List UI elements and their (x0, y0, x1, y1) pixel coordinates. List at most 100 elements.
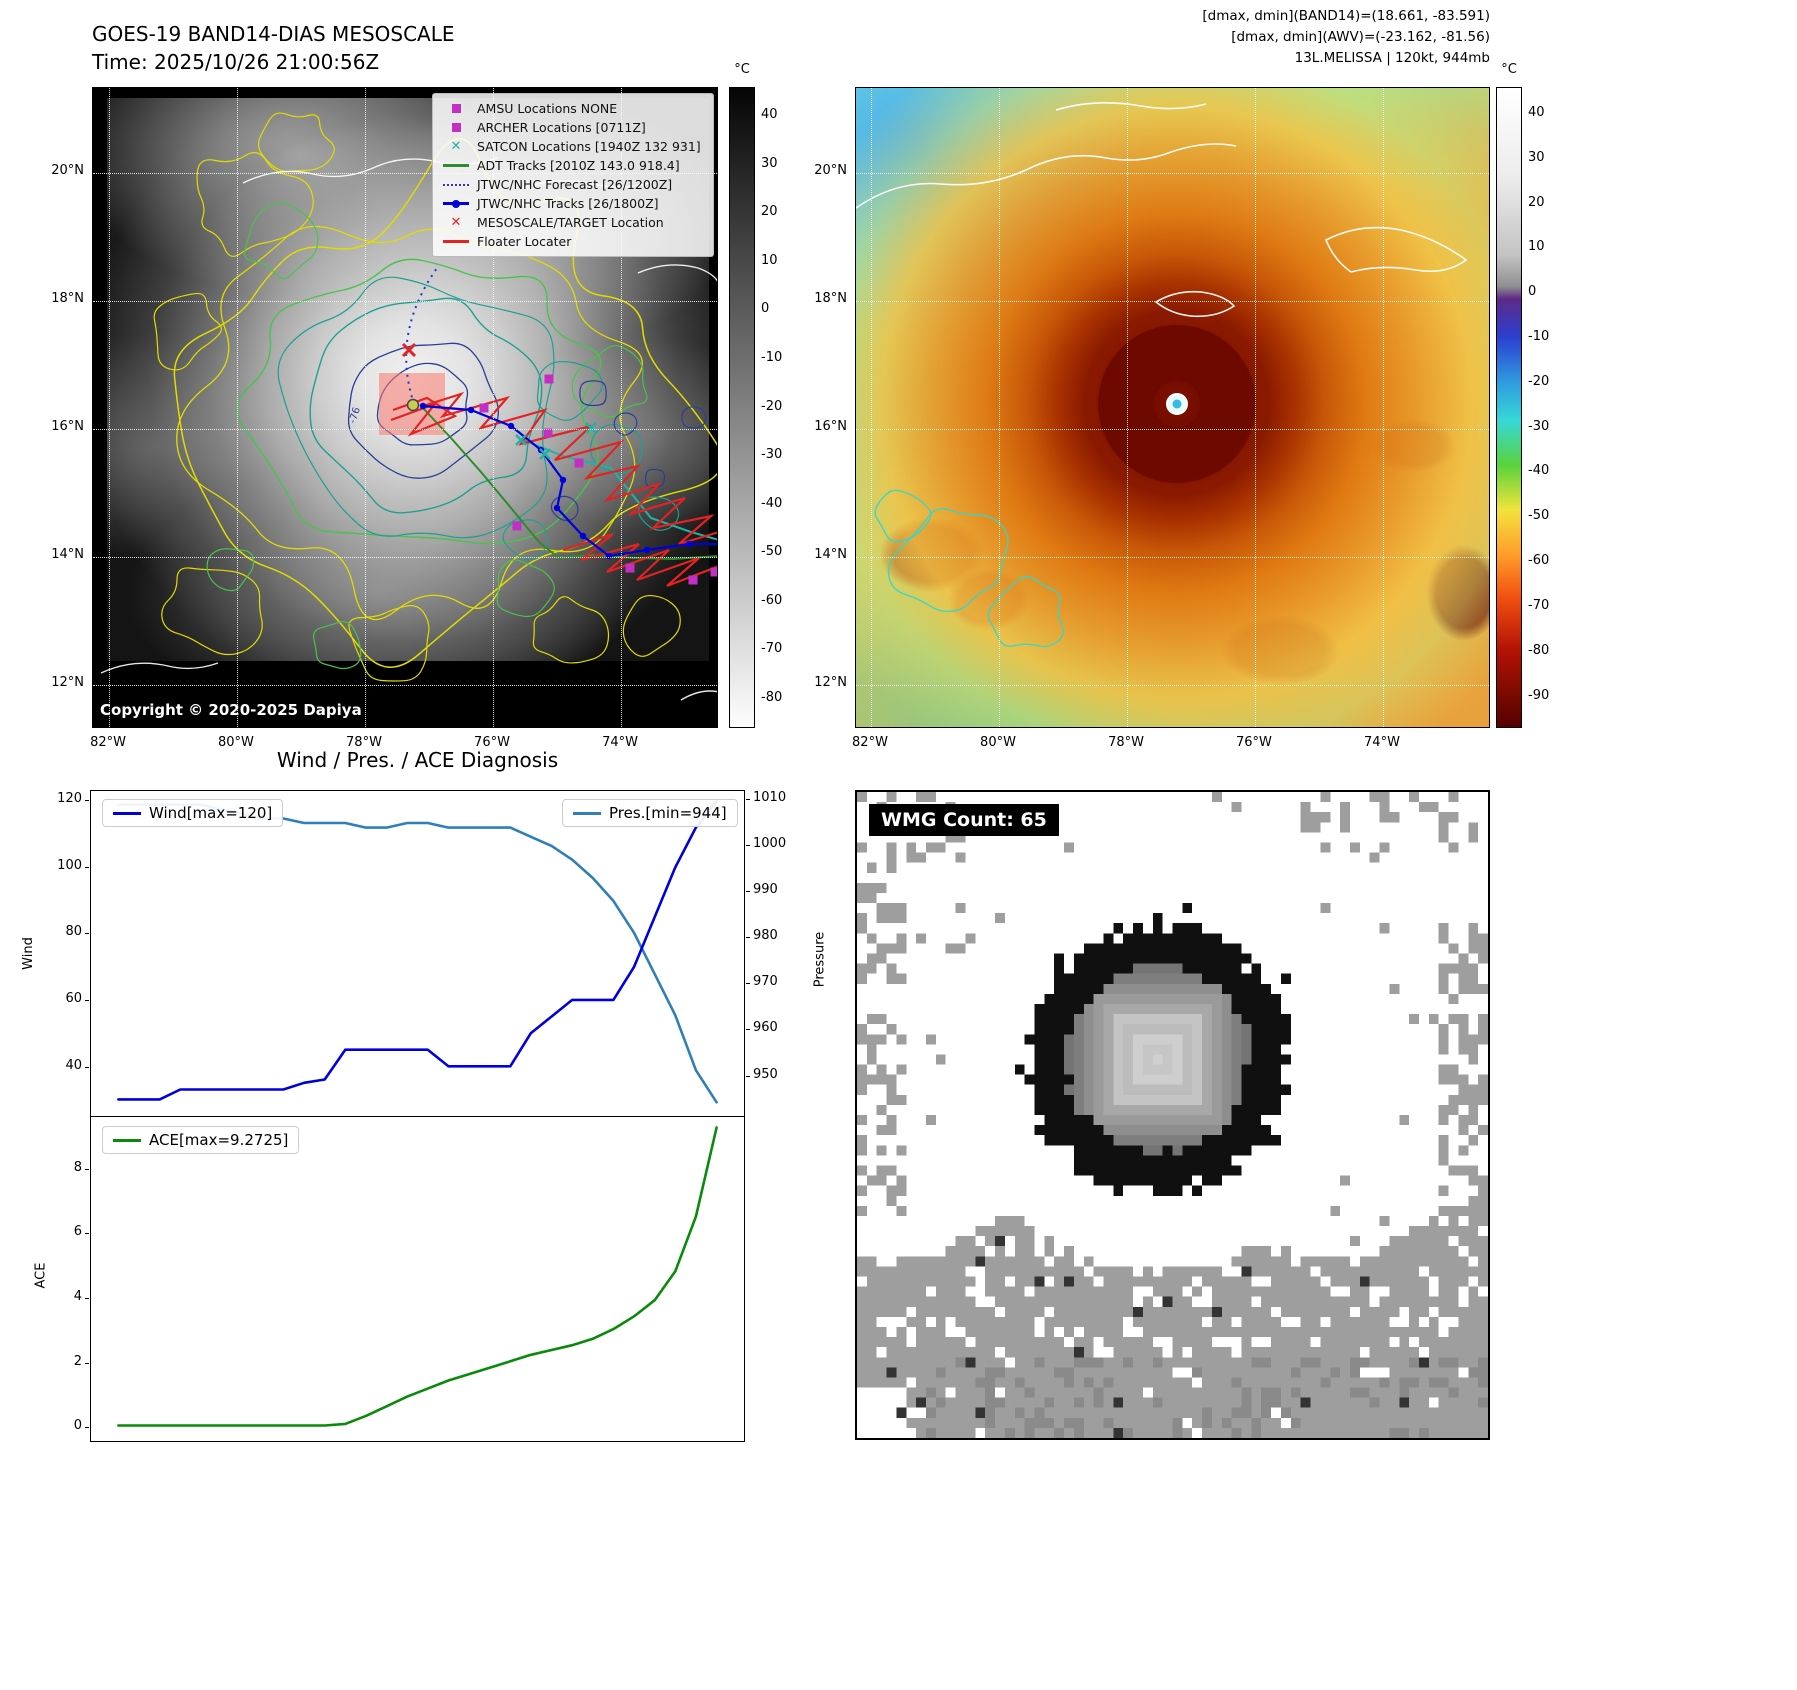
legend-marker-line-dot (440, 199, 472, 208)
lon-tick-label: 78°W (1108, 735, 1144, 750)
diagnosis-title: Wind / Pres. / ACE Diagnosis (276, 748, 559, 772)
y-tick-label: 2 (73, 1353, 82, 1369)
archer-location-marker (479, 403, 489, 413)
legend-item-label: JTWC/NHC Forecast [26/1200Z] (477, 177, 673, 192)
goes-time: Time: 2025/10/26 21:00:56Z (92, 50, 380, 74)
ace-axis-label: ACE (33, 1262, 49, 1289)
contour-blob (348, 605, 430, 682)
y-tick-label: 950 (753, 1066, 778, 1082)
dmax-dmin-band14: [dmax, dmin](BAND14)=(18.661, -83.591) (1202, 8, 1490, 24)
gridline-lon (1127, 88, 1128, 727)
coastline (856, 143, 1237, 209)
gridline-lon (365, 88, 366, 727)
y-tick-mark (746, 845, 750, 847)
jtwc-track-point (559, 476, 567, 484)
contour-blob (550, 495, 579, 522)
legend-marker-square (440, 123, 472, 132)
lat-tick-label: 20°N (51, 162, 84, 178)
y-tick-label: 80 (65, 924, 82, 940)
colorbar-tick-label: -90 (1528, 687, 1550, 703)
y-tick-label: 120 (57, 791, 82, 806)
line-icon (443, 240, 469, 243)
legend-item: ADT Tracks [2010Z 143.0 918.4] (440, 156, 706, 175)
contour-blob (536, 360, 603, 421)
y-tick-label: 990 (753, 882, 778, 898)
legend-item: ✕ SATCON Locations [1940Z 132 931] (440, 137, 706, 156)
wind-line-swatch (113, 811, 141, 815)
jtwc-track-point (685, 540, 693, 548)
gridline-lat (93, 429, 717, 430)
y-tick-mark (85, 866, 89, 868)
legend-marker-line (440, 240, 472, 243)
y-tick-mark (85, 1000, 89, 1002)
contour-value-label: -76 (347, 406, 363, 425)
coastline (1324, 226, 1468, 273)
lat-tick-label: 20°N (814, 162, 847, 178)
archer-location-marker (574, 458, 584, 468)
storm-center-marker (406, 398, 420, 412)
lat-tick-label: 16°N (51, 419, 84, 434)
colorbar-tick-label: 10 (761, 252, 778, 268)
legend-item-label: ADT Tracks [2010Z 143.0 918.4] (477, 158, 680, 173)
series-line (117, 1126, 718, 1427)
legend-item-label: JTWC/NHC Tracks [26/1800Z] (477, 196, 659, 211)
pressure-legend-label: Pres.[min=944] (609, 804, 727, 822)
lat-tick-label: 12°N (814, 674, 847, 690)
cold-contour (887, 508, 1009, 613)
legend-marker-x: ✕ (440, 216, 472, 229)
contour-line (347, 342, 499, 479)
contour-blob (196, 151, 314, 257)
colorbar-tick-label: -50 (761, 544, 783, 560)
coastline (1055, 102, 1207, 111)
colorbar-tick-label: -60 (761, 592, 783, 608)
contour-blob (571, 345, 648, 418)
storm-info-header: [dmax, dmin](BAND14)=(18.661, -83.591) [… (900, 6, 1490, 69)
gridline-lat (856, 301, 1489, 302)
legend-marker-dotted (440, 183, 472, 186)
legend-item-label: Floater Locater (477, 234, 572, 249)
gridline-lon (1383, 88, 1384, 727)
legend-item-label: MESOSCALE/TARGET Location (477, 215, 664, 230)
floater-track-line (422, 391, 717, 546)
line-dot-icon (443, 199, 469, 208)
gridline-lon (109, 88, 110, 727)
jtwc-track-point (419, 402, 427, 410)
y-tick-label: 4 (73, 1289, 82, 1305)
colorbar-tick-label: -70 (761, 641, 783, 657)
y-tick-mark (85, 1298, 89, 1300)
map-legend: AMSU Locations NONE ARCHER Locations [071… (432, 93, 714, 257)
square-marker-icon (451, 123, 461, 132)
gridline-lat (93, 301, 717, 302)
contour-blob (496, 559, 555, 618)
coastline (637, 264, 717, 282)
y-tick-mark (746, 891, 750, 893)
legend-item: ARCHER Locations [0711Z] (440, 118, 706, 137)
colorbar-tick-label: -40 (761, 495, 783, 511)
y-tick-mark (85, 1168, 89, 1170)
y-tick-label: 980 (753, 928, 778, 944)
contour-blob (502, 519, 549, 561)
y-tick-label: 60 (65, 991, 82, 1007)
y-tick-label: 970 (753, 974, 778, 990)
contour-blob (622, 594, 681, 657)
contour-blob (161, 567, 263, 656)
colorbar-tick-label: 10 (1528, 239, 1545, 255)
archer-location-marker (543, 428, 553, 438)
lat-tick-label: 16°N (814, 419, 847, 434)
y-tick-label: 960 (753, 1020, 778, 1036)
colorbar-tick-label: 40 (1528, 104, 1545, 120)
colorbar-tick-label: -80 (1528, 642, 1550, 658)
contour-blob (613, 412, 638, 436)
colorbar-tick-label: -80 (761, 689, 783, 705)
y-tick-label: 0 (73, 1418, 82, 1434)
archer-location-marker (625, 563, 635, 573)
wind-axis-label: Wind (20, 937, 36, 970)
dot-icon (452, 199, 460, 208)
gridline-lat (856, 685, 1489, 686)
archer-location-marker (512, 521, 522, 531)
coastline (1154, 290, 1236, 318)
inner-band (1084, 311, 1270, 497)
gridline-lon (999, 88, 1000, 727)
ace-legend-label: ACE[max=9.2725] (149, 1131, 289, 1149)
pressure-legend: Pres.[min=944] (562, 799, 738, 827)
